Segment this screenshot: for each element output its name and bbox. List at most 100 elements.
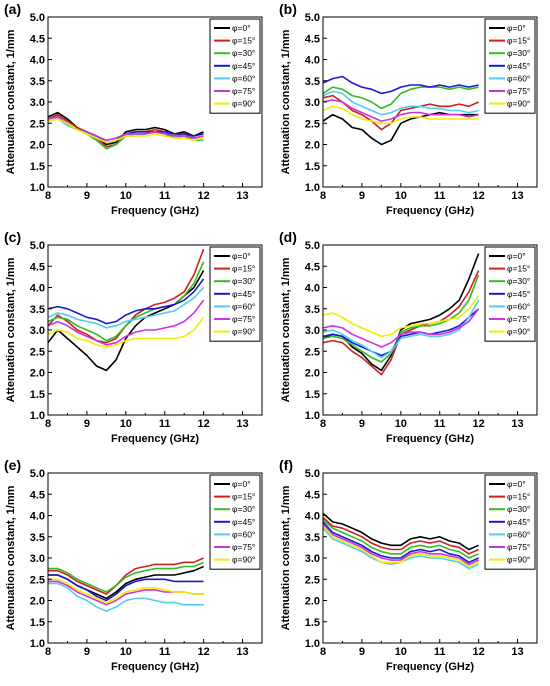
legend-entry: φ=0° [232, 479, 251, 489]
series-line [47, 118, 204, 144]
series-line [322, 75, 479, 95]
y-tick-label: 3.0 [305, 325, 320, 337]
legend-entry: φ=75° [507, 542, 530, 552]
x-tick-label: 8 [320, 190, 326, 202]
y-tick-label: 1.5 [305, 389, 320, 401]
series-line [47, 278, 205, 325]
series-line [322, 521, 479, 564]
y-tick-label: 3.5 [305, 304, 320, 316]
y-tick-label: 4.0 [305, 55, 320, 67]
series-line [322, 270, 480, 376]
legend: φ=0° φ=15° φ=30° φ=45° φ=60° φ=75° φ=90° [484, 18, 536, 114]
y-tick-label: 4.5 [30, 489, 45, 501]
y-tick-label: 1.5 [30, 617, 45, 629]
x-tick-label: 8 [320, 646, 326, 658]
legend-entry: φ=60° [232, 529, 255, 539]
x-tick-label: 13 [511, 190, 523, 202]
y-tick-label: 2.0 [30, 368, 45, 380]
y-tick-label: 5.0 [30, 468, 45, 480]
y-tick-label: 4.0 [30, 55, 45, 67]
legend: φ=0° φ=15° φ=30° φ=45° φ=60° φ=75° φ=90° [484, 246, 536, 342]
y-tick-label: 3.0 [30, 325, 45, 337]
panel-label: (b) [279, 1, 297, 17]
y-tick-label: 1.0 [305, 638, 320, 650]
series-line [47, 261, 205, 342]
y-tick-label: 4.5 [30, 261, 45, 273]
y-tick-label: 2.5 [30, 574, 45, 586]
y-axis-label: Attenuation constant, 1/mm [5, 29, 17, 174]
y-tick-label: 3.5 [30, 304, 45, 316]
x-tick-label: 11 [434, 418, 446, 430]
series-line [47, 113, 204, 148]
panel-label: (a) [4, 1, 21, 17]
series-line [322, 253, 480, 372]
x-tick-label: 13 [511, 646, 523, 658]
y-tick-label: 4.5 [305, 33, 320, 45]
legend-entry: φ=30° [232, 504, 255, 514]
legend: φ=0° φ=15° φ=30° φ=45° φ=60° φ=75° φ=90° [209, 474, 261, 570]
y-tick-label: 2.0 [305, 368, 320, 380]
legend-entry: φ=0° [507, 23, 526, 33]
x-tick-label: 9 [84, 646, 90, 658]
legend-entry: φ=75° [232, 86, 255, 96]
y-tick-label: 4.0 [30, 511, 45, 523]
y-tick-label: 1.0 [30, 410, 45, 422]
x-tick-label: 10 [395, 190, 407, 202]
y-tick-label: 1.5 [30, 161, 45, 173]
y-axis-label: Attenuation constant, 1/mm [280, 257, 292, 402]
panel-label: (e) [4, 457, 21, 473]
x-tick-label: 11 [159, 646, 171, 658]
x-tick-label: 12 [473, 190, 485, 202]
y-tick-label: 2.0 [305, 140, 320, 152]
y-tick-label: 3.5 [30, 76, 45, 88]
series-line [322, 308, 480, 357]
legend: φ=0° φ=15° φ=30° φ=45° φ=60° φ=75° φ=90° [209, 18, 261, 114]
chart-panel: (b) 8 9 10 11 12 13 1.0 1.5 2.0 2.5 3.0 3.5 4.0 4.5 5.0… [279, 1, 538, 217]
series-line [322, 295, 480, 338]
series-line [47, 286, 205, 329]
x-tick-label: 10 [120, 418, 132, 430]
legend-entry: φ=30° [232, 276, 255, 286]
legend-entry: φ=75° [507, 86, 530, 96]
y-tick-label: 5.0 [30, 12, 45, 24]
series-line [47, 299, 205, 346]
legend-entry: φ=30° [507, 276, 530, 286]
y-tick-label: 2.5 [305, 118, 320, 130]
legend-entry: φ=15° [232, 492, 255, 502]
y-tick-label: 3.0 [305, 553, 320, 565]
x-axis-label: Frequency (GHz) [386, 661, 474, 673]
x-tick-label: 9 [84, 190, 90, 202]
y-tick-label: 3.0 [305, 97, 320, 109]
y-tick-label: 4.5 [305, 261, 320, 273]
legend-entry: φ=0° [507, 479, 526, 489]
series-line [322, 111, 479, 146]
x-tick-label: 11 [434, 190, 446, 202]
chart-panel: (f) 8 9 10 11 12 13 1.0 1.5 2.0 2.5 3.0 3.5 4.0 4.5 5.0… [279, 457, 538, 673]
legend-entry: φ=15° [507, 36, 530, 46]
legend-entry: φ=90° [507, 327, 530, 337]
x-tick-label: 12 [198, 646, 210, 658]
x-tick-label: 12 [198, 418, 210, 430]
y-tick-label: 3.5 [305, 76, 320, 88]
chart-panel: (d) 8 9 10 11 12 13 1.0 1.5 2.0 2.5 3.0 3.5 4.0 4.5 5.0… [279, 229, 538, 445]
x-tick-label: 13 [236, 646, 248, 658]
y-tick-label: 4.0 [305, 511, 320, 523]
legend-entry: φ=90° [232, 327, 255, 337]
x-tick-label: 10 [120, 190, 132, 202]
y-tick-label: 4.0 [30, 283, 45, 295]
legend-entry: φ=90° [507, 99, 530, 109]
y-tick-label: 1.0 [305, 182, 320, 194]
legend-entry: φ=0° [507, 251, 526, 261]
legend-entry: φ=30° [507, 504, 530, 514]
legend-entry: φ=60° [232, 301, 255, 311]
legend-entry: φ=75° [507, 314, 530, 324]
series-line [47, 111, 204, 146]
y-axis-label: Attenuation constant, 1/mm [5, 257, 17, 402]
legend-entry: φ=75° [232, 314, 255, 324]
series-line [322, 90, 479, 116]
y-tick-label: 5.0 [305, 240, 320, 252]
y-tick-label: 2.0 [30, 596, 45, 608]
legend-entry: φ=15° [232, 264, 255, 274]
series-line [322, 516, 479, 555]
legend-entry: φ=30° [232, 48, 255, 58]
